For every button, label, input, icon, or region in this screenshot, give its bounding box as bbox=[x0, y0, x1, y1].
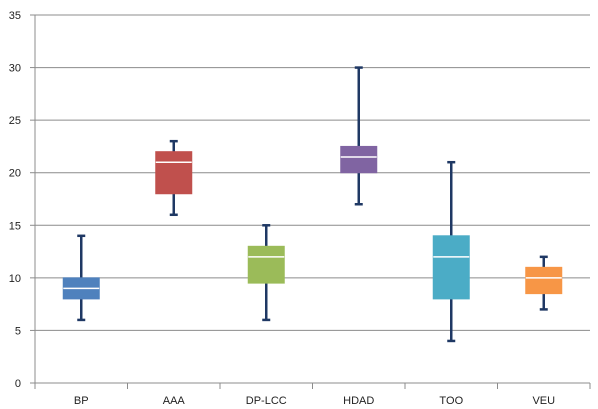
box-tqo bbox=[432, 235, 470, 300]
x-tick-label-hdad: HDAD bbox=[343, 395, 374, 404]
y-tick-label: 10 bbox=[9, 273, 21, 285]
box-veu bbox=[525, 266, 563, 295]
x-tick-label-dp-lcc: DP-LCC bbox=[246, 395, 287, 404]
box-aaa bbox=[155, 151, 193, 195]
x-tick-label-bp: BP bbox=[74, 395, 89, 404]
box-hdad bbox=[340, 145, 378, 174]
y-tick-label: 20 bbox=[9, 168, 21, 180]
y-tick-label: 25 bbox=[9, 115, 21, 127]
y-tick-label: 15 bbox=[9, 220, 21, 232]
y-tick-label: 0 bbox=[15, 378, 21, 390]
x-tick-label-aaa: AAA bbox=[163, 395, 186, 404]
box-dp-lcc bbox=[247, 245, 285, 284]
y-tick-label: 30 bbox=[9, 63, 21, 75]
x-tick-label-veu: VEU bbox=[532, 395, 555, 404]
x-tick-label-tqo: TQO bbox=[439, 395, 463, 404]
y-tick-label: 35 bbox=[9, 10, 21, 22]
y-tick-label: 5 bbox=[15, 325, 21, 337]
